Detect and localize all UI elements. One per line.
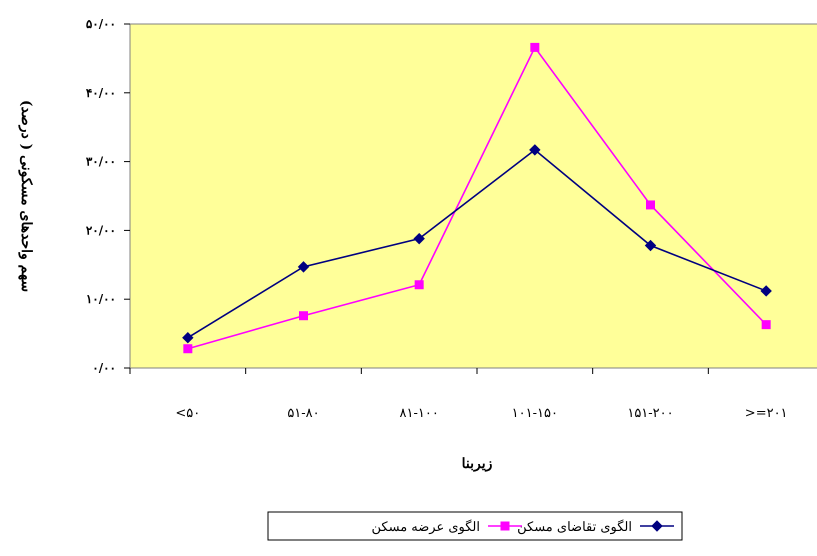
y-tick-label: ۴۰/۰۰ — [86, 86, 116, 100]
legend-marker-demand — [651, 520, 663, 532]
y-tick-label: ۲۰/۰۰ — [86, 223, 116, 237]
data-point-demand — [413, 232, 425, 245]
y-axis-title: سهم واحدهای مسکونی ( درصد) — [18, 100, 34, 292]
series-demand — [182, 144, 772, 344]
data-point-supply — [414, 280, 424, 290]
y-tick-label: ۱۰/۰۰ — [86, 292, 116, 306]
series-layer — [182, 42, 772, 354]
y-tick-label: ۵۰/۰۰ — [86, 17, 116, 31]
legend-marker-supply — [500, 521, 510, 531]
data-point-demand — [297, 261, 310, 273]
x-tick-label: ۸۱-۱۰۰ — [400, 406, 439, 421]
x-tick-label: >=۲۰۱ — [745, 406, 788, 421]
y-tick-label: ۰/۰۰ — [92, 361, 116, 375]
legend-box — [267, 511, 683, 541]
y-tick-label: ۳۰/۰۰ — [86, 155, 116, 169]
x-tick-label: ۱۰۱-۱۵۰ — [512, 406, 558, 421]
series-line-demand — [187, 148, 767, 339]
data-point-supply — [646, 200, 655, 210]
legend-label-demand: الگوی تقاضای مسکن — [517, 519, 632, 535]
x-tick-label: <۵۰ — [175, 406, 200, 421]
data-point-supply — [761, 320, 771, 330]
data-point-demand — [644, 239, 657, 252]
data-point-supply — [530, 42, 540, 52]
data-point-demand — [529, 144, 541, 156]
legend-items: الگوی تقاضای مسکن الگوی عرضه مسکن — [372, 519, 674, 535]
x-tick-label: ۵۱-۸۰ — [287, 406, 319, 421]
series-supply — [183, 42, 771, 354]
data-point-demand — [182, 332, 194, 344]
legend-label-supply: الگوی عرضه مسکن — [372, 519, 480, 535]
series-line-supply — [187, 45, 767, 350]
x-tick-label: ۱۵۱-۲۰۰ — [627, 406, 673, 421]
data-point-supply — [299, 311, 308, 321]
data-point-demand — [760, 285, 772, 297]
legend: الگوی تقاضای مسکن الگوی عرضه مسکن — [267, 511, 683, 541]
data-point-supply — [183, 344, 193, 354]
axes: ۰/۰۰ ۱۰/۰۰ ۲۰/۰۰ ۳۰/۰۰ ۴۰/۰۰ ۵۰/۰۰ <۵۰ ۵۱-۸۰ ۸۱-… — [86, 17, 788, 421]
x-axis-title: زیربنا — [462, 456, 493, 472]
